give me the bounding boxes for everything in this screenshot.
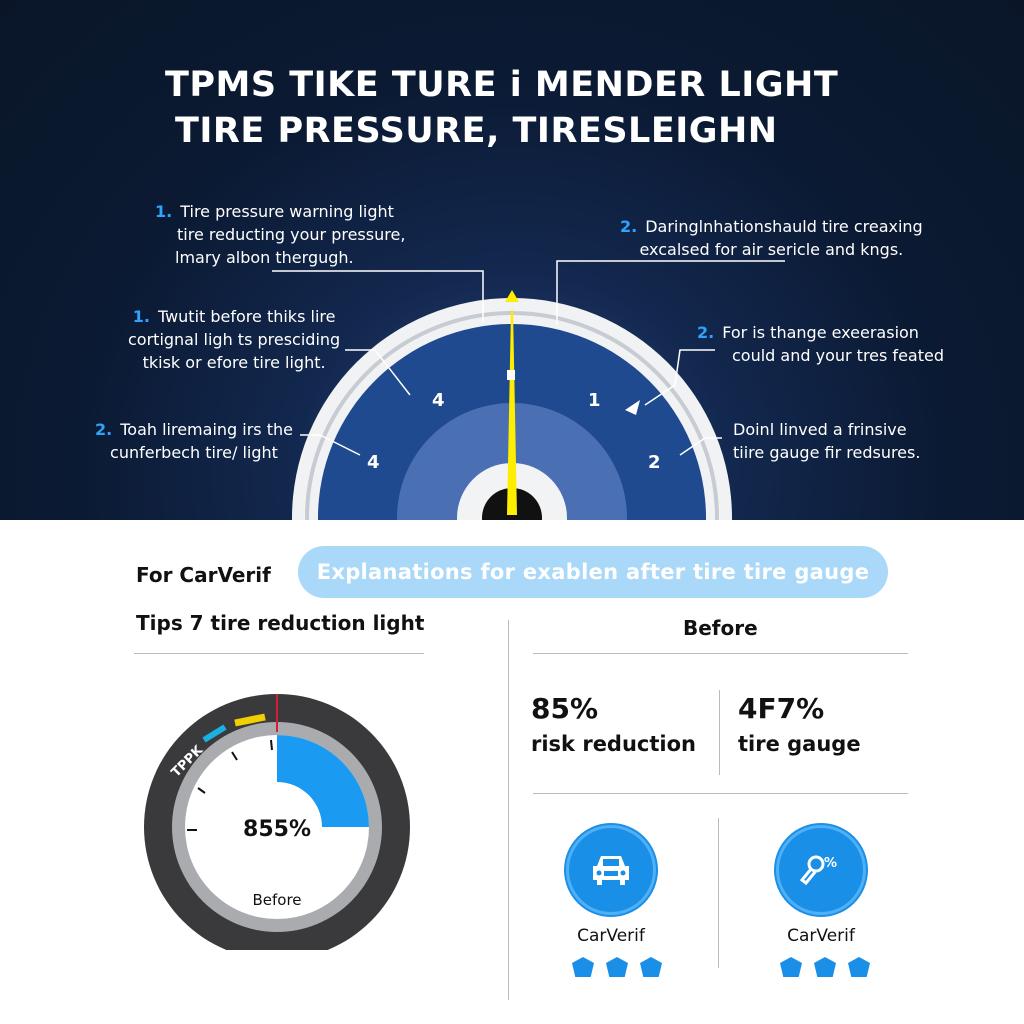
divider xyxy=(134,653,424,654)
title-line-2: TIRE PRESSURE, TIRESLEIGHN xyxy=(175,111,778,151)
brand-label: For CarVerif xyxy=(136,563,271,587)
rating-stars xyxy=(572,957,662,977)
gauge-marker xyxy=(507,370,515,380)
callout-note: 1. Twutit before thiks lire cortignal ligh… xyxy=(128,307,341,372)
title-line-1: TPMS TIKE TURE i MENDER LIGHT xyxy=(165,65,839,105)
gauge-needle xyxy=(507,310,517,515)
callout-note: 2. Toah liremaing irs the cunferbech tire/… xyxy=(95,420,293,462)
gauge-pointer xyxy=(625,400,640,415)
callout-note: 1. Tire pressure warning light tire reduct… xyxy=(155,202,406,267)
dial-caption: Before xyxy=(252,891,301,909)
rating-stars xyxy=(780,957,870,977)
svg-text:%: % xyxy=(824,856,837,871)
callout-note: Doinl linved a frinsive tiire gauge fir r… xyxy=(733,420,921,462)
gauge-label: 1 xyxy=(588,390,601,411)
gauge-key-icon: % xyxy=(776,825,866,915)
stat-value: 85% xyxy=(531,692,599,725)
hero-section: 4 4 1 2 TPMS TIKE TURE i MENDER LIGHT TI… xyxy=(0,0,1024,520)
divider xyxy=(533,653,908,654)
divider xyxy=(508,620,509,1000)
gauge-label: 4 xyxy=(432,390,445,411)
callout-note: 2. For is thange exeerasion could and your… xyxy=(697,323,944,365)
explanation-banner: Explanations for exablen after tire tire… xyxy=(298,546,888,598)
before-heading: Before xyxy=(683,616,758,640)
stat-value: 4F7% xyxy=(738,692,825,725)
gauge-label: 2 xyxy=(648,452,661,473)
dial-value: 855% xyxy=(243,817,311,842)
stat-label: tire gauge xyxy=(738,732,861,756)
badge-label: CarVerif xyxy=(577,926,645,946)
dial-fill xyxy=(277,735,369,827)
divider xyxy=(719,690,720,775)
gauge-label: 4 xyxy=(367,452,380,473)
page-title: TPMS TIKE TURE i MENDER LIGHT TIRE PRESS… xyxy=(165,62,838,154)
badge-label: CarVerif xyxy=(787,926,855,946)
tire-gauge: 4 4 1 2 xyxy=(272,260,785,520)
divider xyxy=(533,793,908,794)
dial-ticks xyxy=(187,739,273,831)
car-icon xyxy=(566,825,656,915)
callout-lines xyxy=(272,260,785,456)
needle-tip xyxy=(505,290,519,302)
dial-segment xyxy=(234,713,266,727)
percentage-dial: TPPK 855% Before xyxy=(144,694,410,950)
stat-label: risk reduction xyxy=(531,732,696,756)
tips-heading: Tips 7 tire reduction light xyxy=(136,611,425,635)
callout-note: 2. Daringlnhationshauld tire creaxing exca… xyxy=(620,217,923,259)
dial-segment xyxy=(202,724,227,743)
divider xyxy=(718,818,719,968)
